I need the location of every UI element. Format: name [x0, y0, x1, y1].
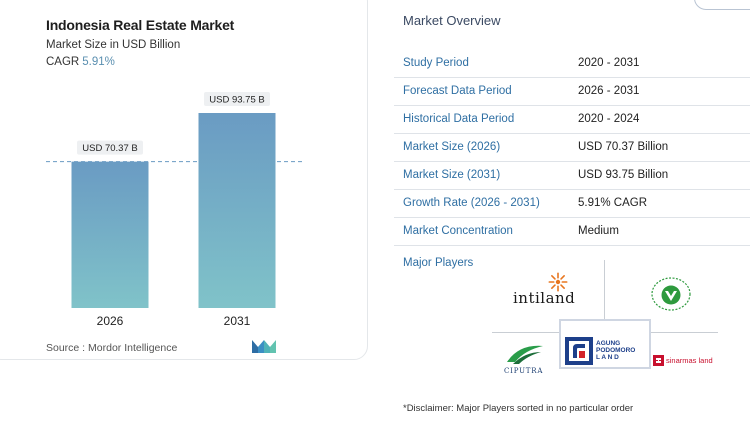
overview-row-label[interactable]: Market Size (2026) [403, 141, 501, 153]
x-tick-label: 2031 [224, 314, 251, 328]
overview-row: Historical Data Period 2020 - 2024 [394, 106, 750, 134]
overview-row-label[interactable]: Growth Rate (2026 - 2031) [403, 197, 540, 209]
overview-row-value: 2020 - 2031 [578, 57, 640, 69]
overview-row-label[interactable]: Market Size (2031) [403, 169, 501, 181]
top-pill-button[interactable] [694, 0, 750, 10]
cagr-value: 5.91% [82, 56, 115, 68]
value-label-bg [204, 92, 270, 106]
overview-row-value: Medium [578, 225, 619, 237]
agung-podomoro-logo-text: AGUNG PODOMORO L A N D [596, 340, 636, 361]
overview-row-value: USD 93.75 Billion [578, 169, 669, 181]
bar-2031 [198, 113, 276, 308]
overview-table: Study Period 2020 - 2031 Forecast Data P… [394, 50, 750, 246]
ciputra-logo-text: CIPUTRA [504, 367, 544, 375]
chart-card [0, 0, 368, 360]
overview-title: Market Overview [403, 13, 501, 28]
cagr-label: CAGR [46, 56, 80, 68]
major-players-label[interactable]: Major Players [403, 257, 474, 269]
mordor-logo-icon [252, 340, 276, 353]
value-label: USD 70.37 B [82, 143, 137, 154]
overview-row: Study Period 2020 - 2031 [394, 50, 750, 78]
overview-row: Growth Rate (2026 - 2031) 5.91% CAGR [394, 190, 750, 218]
apl-line-2: PODOMORO [596, 346, 636, 354]
x-tick-label: 2026 [97, 314, 124, 328]
overview-row-value: 2026 - 2031 [578, 85, 640, 97]
chart-source: Source : Mordor Intelligence [46, 342, 178, 354]
agung-podomoro-logo-icon [565, 337, 593, 365]
players-divider-vertical [604, 260, 605, 368]
bar-2026 [71, 161, 149, 308]
bar-chart: USD 70.37 B 2026 USD 93.75 B 2031 [46, 92, 302, 328]
overview-row: Market Size (2026) USD 70.37 Billion [394, 134, 750, 162]
overview-row: Forecast Data Period 2026 - 2031 [394, 78, 750, 106]
value-label-bg [77, 140, 143, 155]
chart-subtitle: Market Size in USD Billion [46, 39, 181, 51]
overview-row-label[interactable]: Historical Data Period [403, 113, 515, 125]
intiland-logo-icon [548, 272, 568, 292]
overview-row-label[interactable]: Forecast Data Period [403, 85, 512, 97]
disclaimer: *Disclaimer: Major Players sorted in no … [403, 403, 634, 414]
overview-row-value: 2020 - 2024 [578, 113, 640, 125]
overview-row: Market Size (2031) USD 93.75 Billion [394, 162, 750, 190]
overview-row-label[interactable]: Study Period [403, 57, 469, 69]
apl-line-1: AGUNG [596, 340, 621, 347]
ciputra-logo-icon [507, 345, 543, 364]
sinarmas-logo-icon [653, 355, 664, 366]
overview-row-label[interactable]: Market Concentration [403, 225, 513, 237]
intiland-logo-text: intiland [513, 289, 576, 307]
sinarmas-logo-text: sinarmas land [666, 356, 713, 365]
overview-row-value: USD 70.37 Billion [578, 141, 669, 153]
overview-row: Market Concentration Medium [394, 218, 750, 246]
lippo-land-logo-icon [651, 277, 691, 311]
cagr-line: CAGR 5.91% [46, 56, 115, 68]
overview-row-value: 5.91% CAGR [578, 197, 648, 209]
value-label: USD 93.75 B [209, 95, 264, 106]
chart-title: Indonesia Real Estate Market [46, 17, 235, 33]
apl-line-3: L A N D [596, 353, 619, 361]
